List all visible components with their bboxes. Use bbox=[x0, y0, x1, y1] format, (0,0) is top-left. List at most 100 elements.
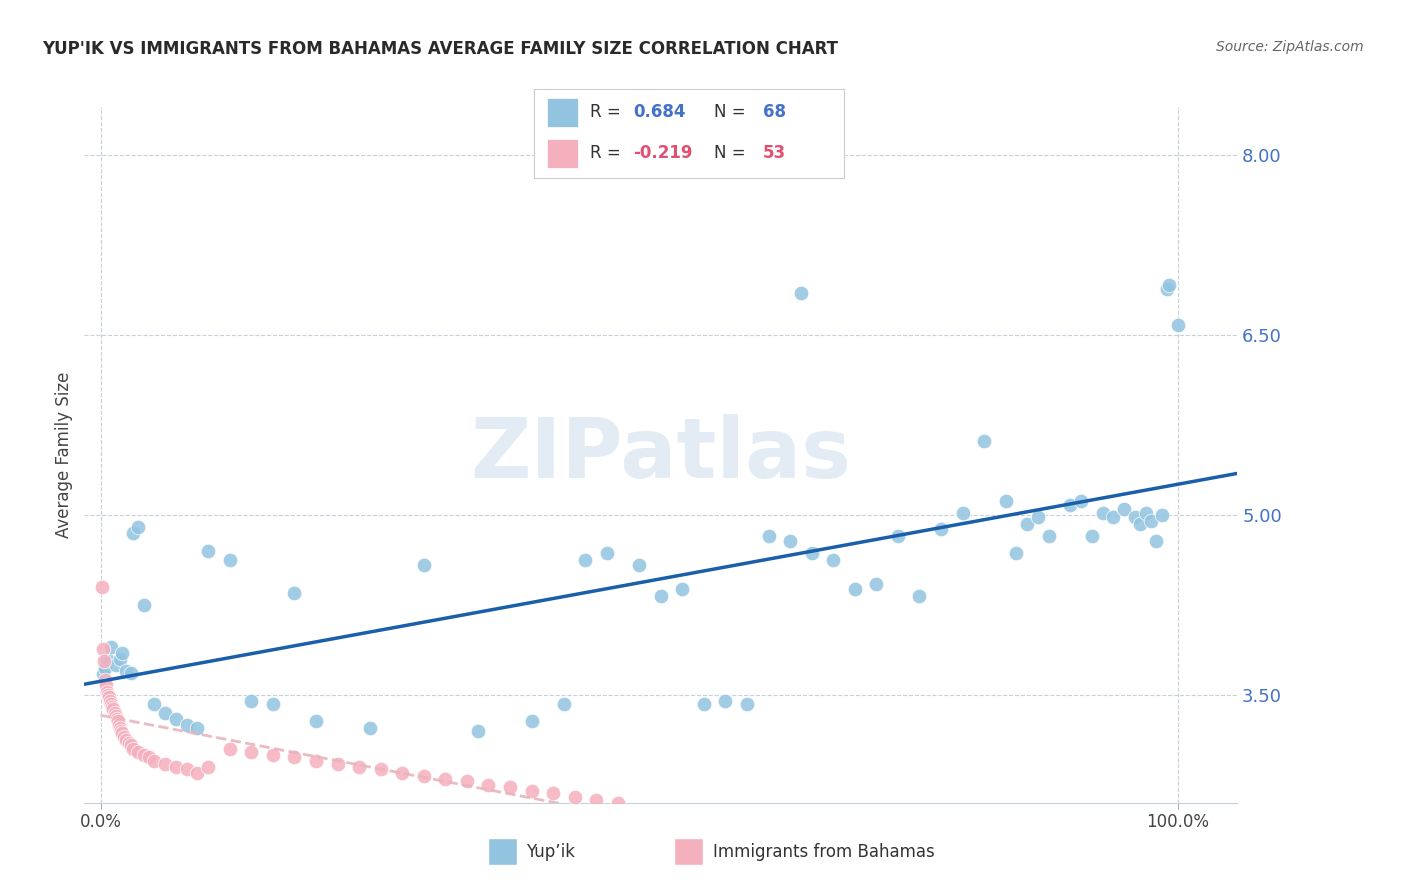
Point bbox=[127, 520, 149, 534]
Point bbox=[391, 765, 413, 780]
Text: Immigrants from Bahamas: Immigrants from Bahamas bbox=[713, 843, 935, 861]
Point bbox=[585, 793, 607, 807]
Point bbox=[1005, 546, 1028, 560]
Point bbox=[97, 688, 120, 702]
Point bbox=[94, 678, 117, 692]
Point bbox=[240, 694, 263, 708]
Point bbox=[347, 760, 370, 774]
Bar bbox=[547, 139, 578, 168]
Point bbox=[143, 754, 166, 768]
Text: ZIPatlas: ZIPatlas bbox=[471, 415, 851, 495]
Text: Source: ZipAtlas.com: Source: ZipAtlas.com bbox=[1216, 40, 1364, 54]
Point bbox=[800, 546, 823, 560]
Point bbox=[105, 712, 128, 726]
Point bbox=[104, 709, 127, 723]
Y-axis label: Average Family Size: Average Family Size bbox=[55, 372, 73, 538]
Point bbox=[96, 652, 118, 666]
Point bbox=[1156, 282, 1178, 296]
Point bbox=[520, 714, 543, 729]
Point bbox=[574, 553, 596, 567]
Point bbox=[110, 723, 132, 738]
Text: N =: N = bbox=[714, 103, 751, 121]
Point bbox=[1123, 510, 1146, 524]
Point bbox=[111, 646, 134, 660]
Point bbox=[176, 718, 198, 732]
Bar bbox=[547, 98, 578, 127]
Point bbox=[153, 706, 176, 720]
Point bbox=[994, 493, 1017, 508]
Point bbox=[790, 285, 813, 300]
Point bbox=[120, 666, 142, 681]
Point bbox=[477, 778, 499, 792]
Point bbox=[1038, 529, 1060, 543]
Point bbox=[735, 698, 758, 712]
Point bbox=[887, 529, 910, 543]
Point bbox=[370, 762, 392, 776]
Point bbox=[541, 786, 564, 800]
Point bbox=[108, 652, 131, 666]
Point bbox=[91, 667, 114, 681]
Text: R =: R = bbox=[591, 145, 626, 162]
Text: Yup’ik: Yup’ik bbox=[526, 843, 575, 861]
Point bbox=[650, 590, 672, 604]
Point bbox=[176, 762, 198, 776]
Point bbox=[165, 712, 187, 726]
Point bbox=[1135, 506, 1157, 520]
Point bbox=[115, 664, 138, 678]
Point bbox=[606, 796, 628, 810]
Point bbox=[218, 741, 240, 756]
Point bbox=[305, 714, 328, 729]
Point bbox=[305, 754, 328, 768]
Point bbox=[101, 699, 124, 714]
Text: 0.684: 0.684 bbox=[633, 103, 686, 121]
Point bbox=[283, 586, 305, 600]
Point bbox=[1017, 517, 1039, 532]
Point bbox=[1114, 502, 1136, 516]
Point bbox=[326, 757, 349, 772]
Point bbox=[758, 529, 780, 543]
Text: 68: 68 bbox=[763, 103, 786, 121]
Point bbox=[91, 642, 114, 657]
Point bbox=[973, 434, 995, 448]
Point bbox=[100, 698, 122, 712]
Point bbox=[262, 698, 284, 712]
Text: R =: R = bbox=[591, 103, 626, 121]
Point bbox=[240, 746, 263, 760]
Point bbox=[952, 506, 974, 520]
Point bbox=[90, 580, 112, 594]
Point bbox=[117, 736, 139, 750]
Point bbox=[283, 750, 305, 764]
Point bbox=[844, 582, 866, 597]
Point bbox=[671, 582, 693, 597]
Point bbox=[103, 706, 125, 720]
Point bbox=[103, 702, 125, 716]
Point bbox=[1159, 277, 1181, 292]
Point bbox=[714, 694, 737, 708]
Text: -0.219: -0.219 bbox=[633, 145, 693, 162]
Point bbox=[132, 747, 155, 762]
Point bbox=[262, 747, 284, 762]
Point bbox=[596, 546, 619, 560]
Point bbox=[98, 690, 121, 705]
Point bbox=[94, 673, 117, 688]
Point bbox=[108, 718, 131, 732]
Text: N =: N = bbox=[714, 145, 751, 162]
Point bbox=[93, 654, 115, 668]
Point bbox=[108, 722, 131, 736]
Point bbox=[107, 714, 129, 729]
Text: 53: 53 bbox=[763, 145, 786, 162]
Point bbox=[197, 544, 219, 558]
Point bbox=[121, 525, 143, 540]
Point bbox=[499, 780, 522, 795]
Point bbox=[359, 722, 381, 736]
Point bbox=[1091, 506, 1114, 520]
Point bbox=[1026, 510, 1049, 524]
Point bbox=[823, 553, 845, 567]
Point bbox=[104, 657, 127, 672]
Point bbox=[96, 685, 118, 699]
Point bbox=[98, 694, 121, 708]
Point bbox=[218, 553, 240, 567]
Point bbox=[132, 598, 155, 612]
Bar bbox=[675, 838, 703, 865]
Point bbox=[1070, 493, 1092, 508]
